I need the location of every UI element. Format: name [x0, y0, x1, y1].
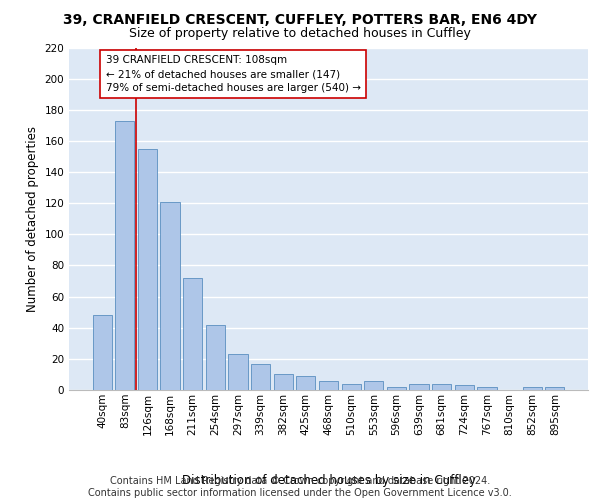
Bar [409, 384, 428, 390]
Bar [523, 387, 542, 390]
Text: Contains HM Land Registry data © Crown copyright and database right 2024.
Contai: Contains HM Land Registry data © Crown c… [88, 476, 512, 498]
Bar [115, 120, 134, 390]
Bar [183, 278, 202, 390]
Bar [319, 380, 338, 390]
Bar [455, 386, 474, 390]
Bar [251, 364, 270, 390]
Text: Size of property relative to detached houses in Cuffley: Size of property relative to detached ho… [129, 28, 471, 40]
Bar [545, 387, 565, 390]
Bar [387, 387, 406, 390]
Bar [274, 374, 293, 390]
Bar [341, 384, 361, 390]
Bar [92, 316, 112, 390]
Bar [229, 354, 248, 390]
Text: 39, CRANFIELD CRESCENT, CUFFLEY, POTTERS BAR, EN6 4DY: 39, CRANFIELD CRESCENT, CUFFLEY, POTTERS… [63, 12, 537, 26]
Y-axis label: Number of detached properties: Number of detached properties [26, 126, 39, 312]
Bar [160, 202, 180, 390]
Bar [364, 380, 383, 390]
Bar [138, 148, 157, 390]
Text: 39 CRANFIELD CRESCENT: 108sqm
← 21% of detached houses are smaller (147)
79% of : 39 CRANFIELD CRESCENT: 108sqm ← 21% of d… [106, 56, 361, 94]
X-axis label: Distribution of detached houses by size in Cuffley: Distribution of detached houses by size … [182, 474, 476, 487]
Bar [432, 384, 451, 390]
Bar [477, 387, 497, 390]
Bar [206, 324, 225, 390]
Bar [296, 376, 316, 390]
